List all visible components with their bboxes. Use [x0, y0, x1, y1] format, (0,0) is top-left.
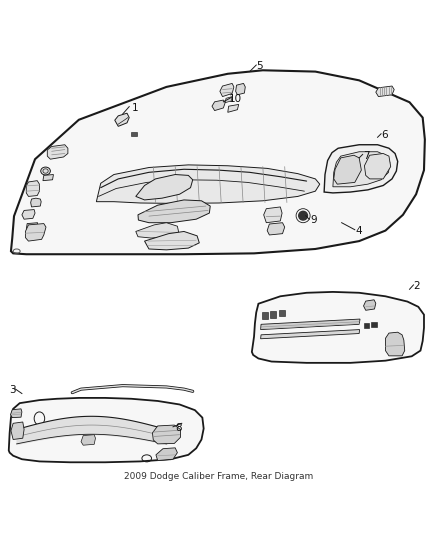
Polygon shape	[364, 300, 376, 310]
Polygon shape	[324, 145, 398, 193]
Polygon shape	[31, 198, 41, 207]
Polygon shape	[11, 422, 24, 440]
Polygon shape	[334, 155, 361, 184]
Polygon shape	[152, 425, 180, 444]
Text: 8: 8	[175, 423, 182, 433]
Polygon shape	[136, 174, 193, 200]
Polygon shape	[26, 181, 39, 197]
Polygon shape	[262, 312, 268, 319]
Polygon shape	[385, 332, 405, 356]
Polygon shape	[364, 322, 369, 328]
Polygon shape	[270, 311, 276, 318]
Polygon shape	[156, 448, 177, 461]
Text: 4: 4	[356, 225, 363, 236]
Polygon shape	[136, 223, 179, 238]
Polygon shape	[11, 409, 22, 418]
Polygon shape	[26, 223, 38, 229]
Text: 2009 Dodge Caliber Frame, Rear Diagram: 2009 Dodge Caliber Frame, Rear Diagram	[124, 472, 314, 481]
Text: 9: 9	[310, 215, 317, 225]
Polygon shape	[264, 207, 282, 223]
Polygon shape	[220, 84, 234, 96]
Polygon shape	[131, 132, 137, 136]
Text: 5: 5	[256, 61, 263, 71]
Polygon shape	[43, 174, 53, 181]
Polygon shape	[47, 145, 68, 159]
Polygon shape	[261, 319, 360, 329]
Polygon shape	[364, 154, 391, 179]
Polygon shape	[267, 223, 285, 235]
Text: 10: 10	[229, 94, 242, 104]
Text: 2: 2	[413, 281, 420, 291]
Polygon shape	[376, 86, 394, 96]
Text: 7: 7	[363, 151, 370, 160]
Text: 6: 6	[381, 130, 388, 140]
Polygon shape	[22, 209, 35, 219]
Polygon shape	[115, 113, 129, 126]
Polygon shape	[228, 104, 239, 112]
Polygon shape	[371, 322, 377, 327]
Polygon shape	[11, 70, 425, 254]
Polygon shape	[261, 329, 360, 339]
Polygon shape	[333, 152, 390, 187]
Polygon shape	[81, 435, 95, 445]
Polygon shape	[25, 223, 46, 241]
Polygon shape	[138, 200, 210, 223]
Ellipse shape	[41, 167, 50, 175]
Polygon shape	[96, 165, 320, 204]
Polygon shape	[9, 398, 204, 462]
Polygon shape	[225, 96, 232, 103]
Circle shape	[299, 211, 307, 220]
Text: 1: 1	[131, 103, 138, 113]
Polygon shape	[145, 231, 199, 250]
Polygon shape	[279, 310, 285, 317]
Text: 3: 3	[9, 385, 16, 395]
Polygon shape	[212, 100, 225, 110]
Polygon shape	[252, 292, 424, 363]
Polygon shape	[236, 84, 245, 95]
